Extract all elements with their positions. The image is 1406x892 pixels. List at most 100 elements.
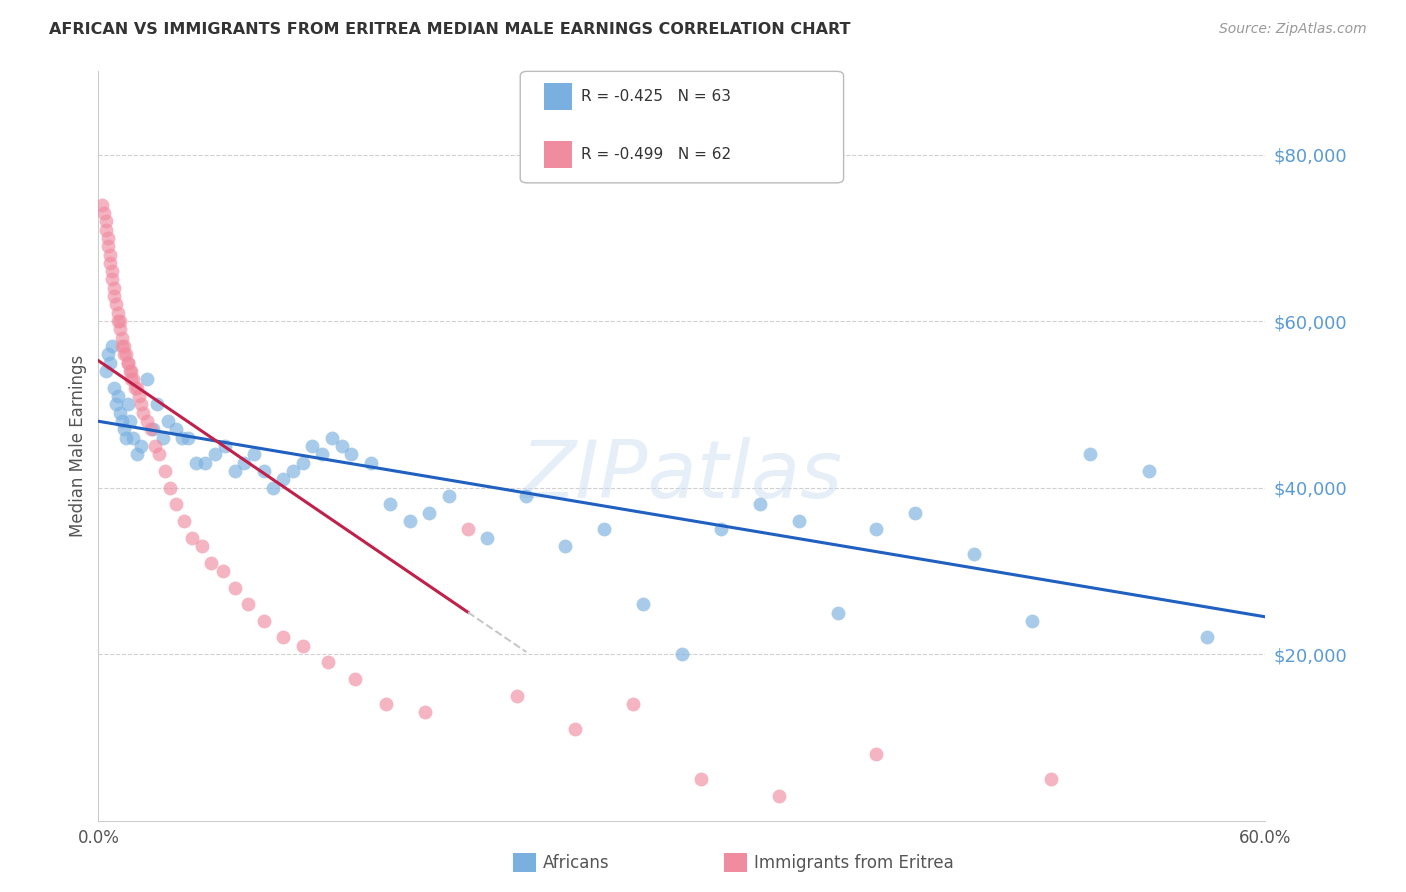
Point [108, 322, 131, 336]
Point [108, 406, 131, 420]
Point [157, 414, 180, 428]
Point [114, 347, 136, 361]
Point [710, 522, 733, 536]
Point [194, 456, 217, 470]
Text: ZIPatlas: ZIPatlas [520, 437, 844, 515]
Point [515, 489, 537, 503]
Point [321, 431, 343, 445]
Point [477, 531, 499, 545]
Point [96, 364, 118, 378]
Point [129, 439, 152, 453]
Point [398, 514, 420, 528]
Point [121, 364, 143, 378]
Point [271, 631, 294, 645]
Point [621, 697, 644, 711]
Y-axis label: Median Male Earnings: Median Male Earnings [69, 355, 87, 537]
Point [117, 356, 139, 370]
Point [111, 331, 134, 345]
Point [190, 539, 212, 553]
Point [1021, 614, 1043, 628]
Point [1080, 447, 1102, 461]
Point [98, 356, 121, 370]
Point [200, 556, 222, 570]
Point [243, 447, 266, 461]
Point [233, 456, 256, 470]
Point [117, 356, 139, 370]
Point [554, 539, 576, 553]
Point [865, 522, 887, 536]
Text: Africans: Africans [543, 854, 609, 871]
Point [142, 422, 165, 436]
Point [104, 397, 127, 411]
Point [253, 614, 276, 628]
Point [122, 431, 145, 445]
Point [631, 597, 654, 611]
Point [212, 564, 235, 578]
Point [224, 581, 246, 595]
Point [214, 439, 236, 453]
Point [124, 381, 146, 395]
Point [344, 672, 367, 686]
Point [91, 197, 114, 211]
Text: R = -0.499   N = 62: R = -0.499 N = 62 [581, 147, 731, 161]
Point [787, 514, 810, 528]
Point [180, 531, 202, 545]
Point [962, 547, 984, 561]
Point [904, 506, 927, 520]
Text: Immigrants from Eritrea: Immigrants from Eritrea [754, 854, 953, 871]
Point [301, 439, 323, 453]
Point [177, 431, 200, 445]
Point [96, 214, 118, 228]
Point [271, 472, 294, 486]
Point [136, 372, 159, 386]
Point [132, 406, 155, 420]
Point [184, 456, 207, 470]
Point [671, 647, 693, 661]
Point [262, 481, 284, 495]
Point [152, 431, 174, 445]
Point [129, 397, 152, 411]
Point [104, 297, 127, 311]
Point [148, 447, 170, 461]
Text: Source: ZipAtlas.com: Source: ZipAtlas.com [1219, 22, 1367, 37]
Point [1195, 631, 1218, 645]
Text: AFRICAN VS IMMIGRANTS FROM ERITREA MEDIAN MALE EARNINGS CORRELATION CHART: AFRICAN VS IMMIGRANTS FROM ERITREA MEDIA… [49, 22, 851, 37]
Point [107, 306, 129, 320]
Point [122, 372, 145, 386]
Point [108, 314, 131, 328]
Point [1137, 464, 1160, 478]
Point [97, 347, 120, 361]
Point [159, 481, 181, 495]
Point [127, 381, 149, 395]
Point [128, 389, 150, 403]
Point [96, 222, 118, 236]
Point [112, 339, 135, 353]
Point [204, 447, 226, 461]
Point [98, 247, 121, 261]
Point [111, 414, 134, 428]
Point [865, 747, 887, 761]
Point [118, 414, 141, 428]
Point [112, 347, 135, 361]
Point [311, 447, 333, 461]
Point [103, 289, 125, 303]
Point [136, 414, 159, 428]
Point [107, 314, 129, 328]
Point [768, 789, 790, 803]
Point [98, 256, 121, 270]
Point [238, 597, 260, 611]
Point [121, 372, 143, 386]
Point [170, 431, 193, 445]
Point [253, 464, 276, 478]
Point [360, 456, 382, 470]
Point [112, 422, 135, 436]
Point [103, 381, 125, 395]
Point [690, 772, 713, 786]
Point [165, 422, 187, 436]
Point [101, 272, 124, 286]
Point [101, 264, 124, 278]
Point [316, 656, 339, 670]
Point [101, 339, 124, 353]
Point [173, 514, 195, 528]
Point [375, 697, 398, 711]
